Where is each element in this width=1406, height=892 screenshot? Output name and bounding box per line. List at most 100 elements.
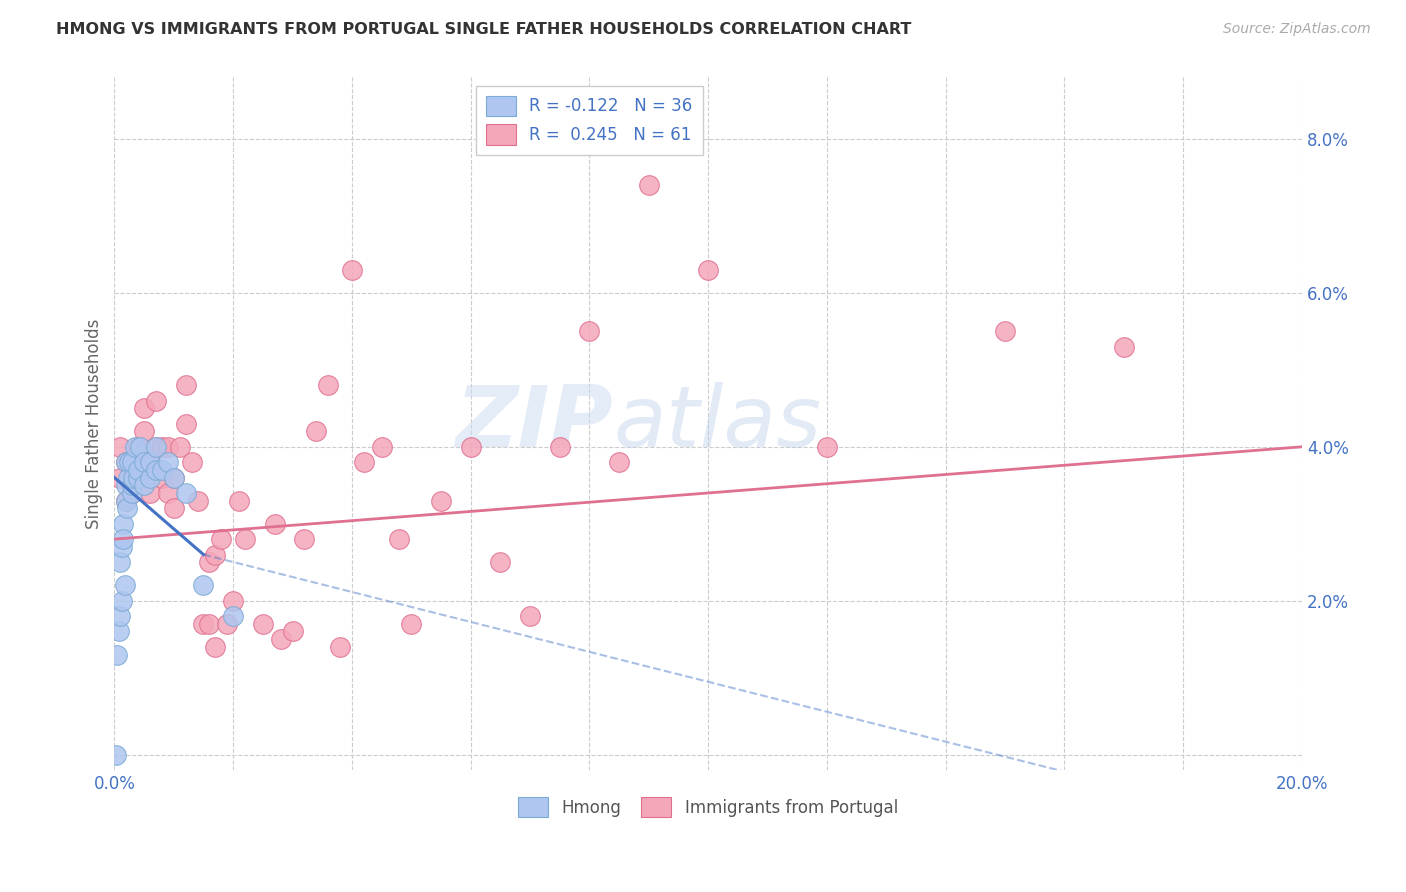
Point [117,501,139,516]
Point [108,624,131,639]
Point [163,501,186,516]
Y-axis label: Single Father Households: Single Father Households [86,318,103,529]
Point [163,470,186,484]
Point [252,616,274,631]
Point [129,440,152,454]
Point [145,393,167,408]
Point [637,178,659,193]
Point [340,262,363,277]
Point [132,425,155,439]
Point [401,616,423,631]
Point [222,609,245,624]
Point [222,593,245,607]
Point [139,486,162,500]
Point [121,478,143,492]
Point [204,548,226,562]
Point [122,470,145,484]
Point [209,532,232,546]
Point [115,493,138,508]
Point [139,455,162,469]
Point [193,616,215,631]
Point [305,425,328,439]
Point [121,486,143,500]
Point [139,455,162,469]
Point [145,440,167,454]
Point [132,478,155,492]
Text: ZIP: ZIP [456,382,613,466]
Point [150,470,173,484]
Point [263,516,285,531]
Point [110,555,132,569]
Point [370,440,392,454]
Point [180,455,202,469]
Point [112,516,135,531]
Text: HMONG VS IMMIGRANTS FROM PORTUGAL SINGLE FATHER HOUSEHOLDS CORRELATION CHART: HMONG VS IMMIGRANTS FROM PORTUGAL SINGLE… [56,22,911,37]
Point [117,470,139,484]
Point [139,470,162,484]
Point [1112,340,1135,354]
Point [519,609,541,624]
Point [329,640,352,654]
Point [115,455,138,469]
Point [118,455,141,469]
Point [815,440,838,454]
Point [430,493,453,508]
Point [110,593,132,607]
Point [114,578,136,592]
Point [127,463,149,477]
Point [121,486,143,500]
Point [353,455,375,469]
Point [697,262,720,277]
Point [156,440,179,454]
Point [115,478,138,492]
Point [316,378,339,392]
Point [156,455,179,469]
Point [489,555,512,569]
Point [281,624,304,639]
Point [115,493,138,508]
Point [174,378,197,392]
Point [217,616,239,631]
Point [193,578,215,592]
Point [169,440,191,454]
Point [115,455,138,469]
Point [145,463,167,477]
Point [124,440,146,454]
Point [105,648,128,662]
Point [198,555,221,569]
Point [110,440,132,454]
Point [994,324,1017,338]
Point [174,486,197,500]
Point [156,486,179,500]
Point [186,493,208,508]
Text: atlas: atlas [613,382,821,466]
Point [132,455,155,469]
Point [548,440,571,454]
Point [578,324,600,338]
Point [127,470,149,484]
Point [150,463,173,477]
Point [294,532,316,546]
Point [388,532,411,546]
Point [132,401,155,416]
Point [228,493,250,508]
Point [121,455,143,469]
Point [233,532,256,546]
Text: Source: ZipAtlas.com: Source: ZipAtlas.com [1223,22,1371,37]
Point [110,609,132,624]
Point [270,632,292,647]
Point [111,540,134,554]
Point [127,470,149,484]
Point [198,616,221,631]
Point [150,440,173,454]
Point [174,417,197,431]
Point [105,747,128,762]
Point [127,440,149,454]
Point [132,455,155,469]
Point [112,532,135,546]
Point [163,470,186,484]
Point [460,440,482,454]
Legend: Hmong, Immigrants from Portugal: Hmong, Immigrants from Portugal [512,790,904,824]
Point [204,640,226,654]
Point [607,455,630,469]
